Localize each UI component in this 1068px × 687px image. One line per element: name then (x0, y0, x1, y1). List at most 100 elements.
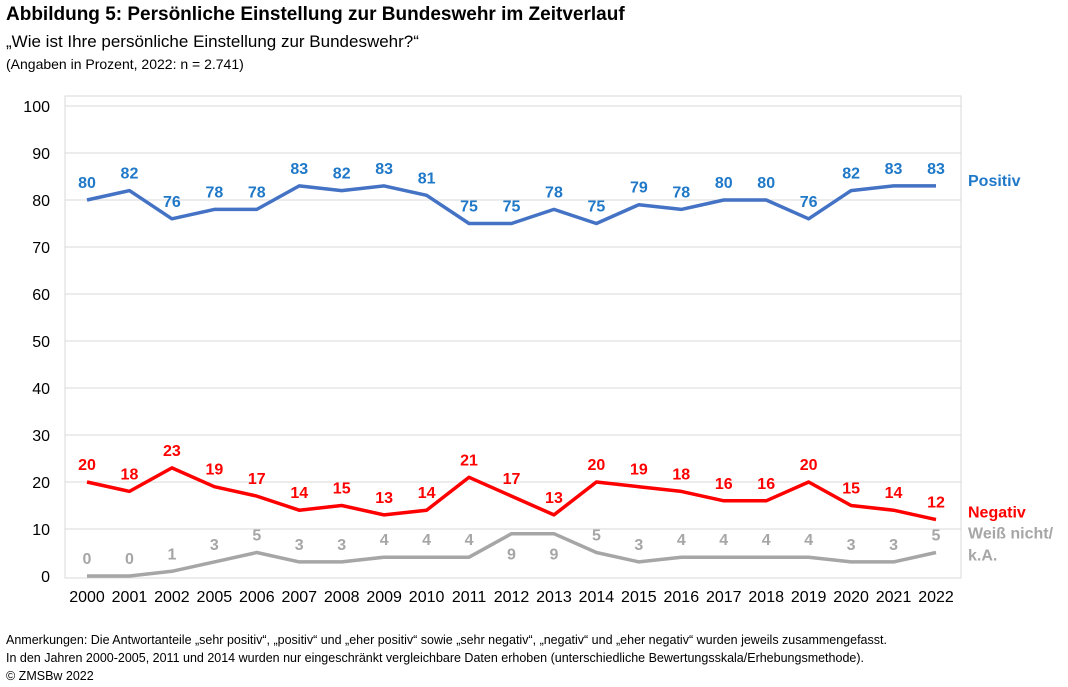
data-label: 4 (762, 532, 771, 549)
footnote-1: Anmerkungen: Die Antwortanteile „sehr po… (6, 633, 887, 647)
data-label: 75 (503, 199, 521, 216)
y-tick-label: 10 (32, 522, 50, 539)
data-label: 80 (78, 175, 96, 192)
data-label: 5 (252, 528, 261, 545)
data-label: 80 (757, 175, 775, 192)
data-label: 76 (800, 194, 818, 211)
y-tick-label: 0 (41, 569, 50, 586)
data-label: 5 (592, 528, 601, 545)
data-label: 20 (588, 457, 606, 474)
series-name-label: Positiv (968, 173, 1021, 190)
data-label: 76 (163, 194, 181, 211)
data-label: 75 (588, 199, 606, 216)
data-label: 23 (163, 443, 181, 460)
data-label: 13 (545, 490, 563, 507)
y-tick-label: 70 (32, 240, 50, 257)
x-tick-label: 2012 (494, 589, 530, 606)
data-label: 3 (634, 537, 643, 554)
data-label: 3 (889, 537, 898, 554)
x-tick-label: 2017 (706, 589, 742, 606)
data-label: 3 (847, 537, 856, 554)
data-label: 4 (677, 532, 686, 549)
x-tick-label: 2021 (876, 589, 912, 606)
x-tick-label: 2018 (748, 589, 784, 606)
data-label: 3 (337, 537, 346, 554)
data-label: 4 (465, 532, 474, 549)
data-label: 20 (800, 457, 818, 474)
data-label: 19 (630, 462, 648, 479)
data-label: 4 (380, 532, 389, 549)
data-label: 83 (290, 161, 308, 178)
data-label: 1 (167, 546, 176, 563)
data-label: 13 (375, 490, 393, 507)
data-label: 78 (672, 184, 690, 201)
x-tick-label: 2019 (791, 589, 827, 606)
x-tick-label: 2007 (281, 589, 317, 606)
data-label: 12 (927, 495, 945, 512)
copyright: © ZMSBw 2022 (6, 669, 94, 683)
data-label: 18 (121, 466, 139, 483)
x-tick-label: 2013 (536, 589, 572, 606)
data-label: 78 (248, 184, 266, 201)
data-label: 5 (932, 528, 941, 545)
data-label: 75 (460, 199, 478, 216)
data-label: 81 (418, 170, 436, 187)
data-label: 3 (210, 537, 219, 554)
footnote-2: In den Jahren 2000-2005, 2011 und 2014 w… (6, 651, 864, 665)
x-tick-label: 2006 (239, 589, 275, 606)
data-label: 15 (333, 481, 351, 498)
data-label: 83 (927, 161, 945, 178)
data-label: 0 (83, 551, 92, 568)
series-name-label: k.A. (968, 548, 997, 565)
x-tick-label: 2015 (621, 589, 657, 606)
x-tick-label: 2002 (154, 589, 190, 606)
data-label: 16 (757, 476, 775, 493)
data-label: 15 (842, 481, 860, 498)
data-label: 17 (248, 471, 266, 488)
data-label: 82 (842, 166, 860, 183)
data-label: 0 (125, 551, 134, 568)
y-tick-label: 50 (32, 334, 50, 351)
plot-frame (64, 95, 962, 579)
y-tick-label: 90 (32, 146, 50, 163)
data-label: 16 (715, 476, 733, 493)
data-label: 9 (507, 547, 516, 564)
series-name-label: Negativ (968, 505, 1026, 522)
y-tick-label: 60 (32, 287, 50, 304)
data-label: 4 (719, 532, 728, 549)
data-label: 78 (545, 184, 563, 201)
y-tick-label: 30 (32, 428, 50, 445)
data-label: 4 (422, 532, 431, 549)
x-tick-label: 2014 (579, 589, 615, 606)
data-label: 78 (205, 184, 223, 201)
x-tick-label: 2020 (833, 589, 869, 606)
x-tick-label: 2011 (452, 589, 487, 606)
data-label: 82 (333, 166, 351, 183)
x-tick-label: 2022 (918, 589, 954, 606)
data-label: 80 (715, 175, 733, 192)
x-tick-label: 2009 (366, 589, 402, 606)
chart-title: Abbildung 5: Persönliche Einstellung zur… (6, 4, 625, 25)
y-tick-label: 100 (23, 99, 50, 116)
data-label: 18 (672, 466, 690, 483)
data-label: 83 (375, 161, 393, 178)
y-tick-label: 20 (32, 475, 50, 492)
data-label: 17 (503, 471, 521, 488)
series-name-label: Weiß nicht/ (968, 526, 1054, 543)
data-label: 21 (460, 452, 478, 469)
x-tick-label: 2008 (324, 589, 360, 606)
x-tick-label: 2000 (69, 589, 105, 606)
data-label: 14 (290, 485, 308, 502)
chart-note: (Angaben in Prozent, 2022: n = 2.741) (6, 56, 244, 72)
y-tick-label: 80 (32, 193, 50, 210)
series-line-0 (86, 184, 936, 226)
x-tick-label: 2001 (112, 589, 148, 606)
data-label: 4 (804, 532, 813, 549)
series-line-1 (86, 466, 937, 522)
data-label: 14 (418, 485, 436, 502)
data-label: 19 (205, 462, 223, 479)
x-tick-label: 2010 (409, 589, 445, 606)
data-label: 82 (121, 166, 139, 183)
